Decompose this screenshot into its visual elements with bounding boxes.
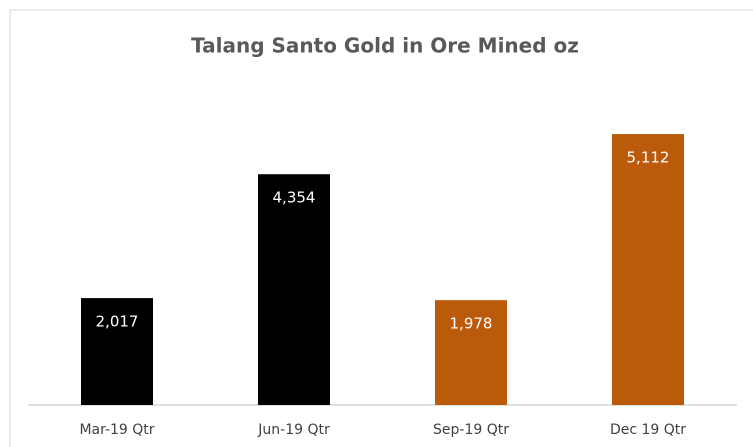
bar bbox=[258, 174, 330, 405]
x-tick-label: Sep-19 Qtr bbox=[433, 422, 509, 438]
chart-title: Talang Santo Gold in Ore Mined oz bbox=[191, 34, 579, 58]
data-label: 2,017 bbox=[96, 313, 139, 331]
bar bbox=[435, 300, 507, 405]
data-label: 1,978 bbox=[450, 315, 493, 333]
data-label: 4,354 bbox=[273, 189, 316, 207]
x-tick-label: Jun-19 Qtr bbox=[257, 422, 330, 438]
bar bbox=[81, 298, 153, 405]
x-tick-label: Mar-19 Qtr bbox=[79, 422, 154, 438]
data-label: 5,112 bbox=[627, 149, 670, 167]
bar bbox=[612, 134, 684, 405]
x-tick-label: Dec 19 Qtr bbox=[610, 422, 686, 438]
